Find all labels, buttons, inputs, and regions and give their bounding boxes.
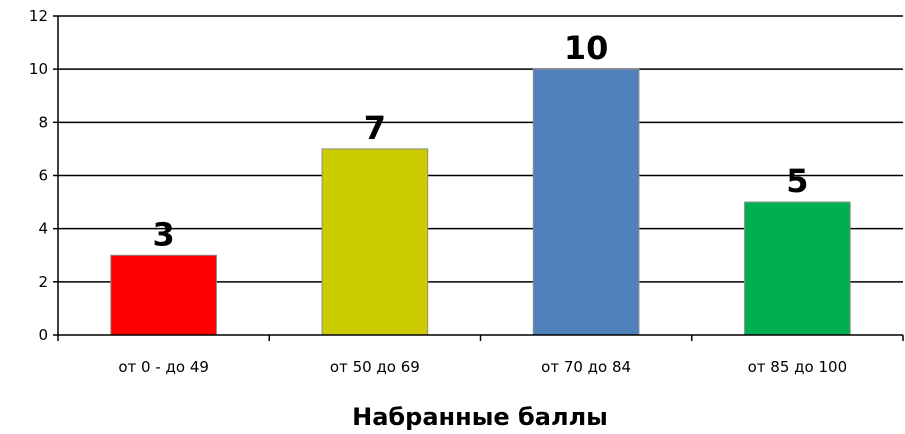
y-tick-label: 6 xyxy=(38,167,48,185)
data-labels: 3 7 10 5 xyxy=(152,29,808,253)
y-tick-label: 0 xyxy=(38,326,48,344)
bar xyxy=(321,148,429,336)
data-label: 7 xyxy=(364,109,386,147)
y-tick-label: 4 xyxy=(38,220,48,238)
x-category-label: от 50 до 69 xyxy=(330,358,420,376)
y-axis-ticks: 0 2 4 6 8 10 12 xyxy=(29,7,58,344)
data-label: 10 xyxy=(564,29,609,67)
y-tick-label: 8 xyxy=(38,113,48,131)
x-axis-categories: от 0 - до 49 от 50 до 69 от 70 до 84 от 85 … xyxy=(118,358,847,376)
bars xyxy=(110,68,851,336)
bar xyxy=(532,68,640,336)
x-category-label: от 70 до 84 xyxy=(541,358,631,376)
axes xyxy=(57,16,904,341)
x-category-label: от 0 - до 49 xyxy=(118,358,209,376)
bar xyxy=(110,254,217,336)
bar xyxy=(744,201,851,336)
y-tick-label: 10 xyxy=(29,60,48,78)
data-label: 5 xyxy=(786,162,808,200)
y-tick-label: 2 xyxy=(38,273,48,291)
data-label: 3 xyxy=(152,215,174,253)
x-axis-title: Набранные баллы xyxy=(352,403,608,431)
x-category-label: от 85 до 100 xyxy=(748,358,848,376)
y-tick-label: 12 xyxy=(29,7,48,25)
